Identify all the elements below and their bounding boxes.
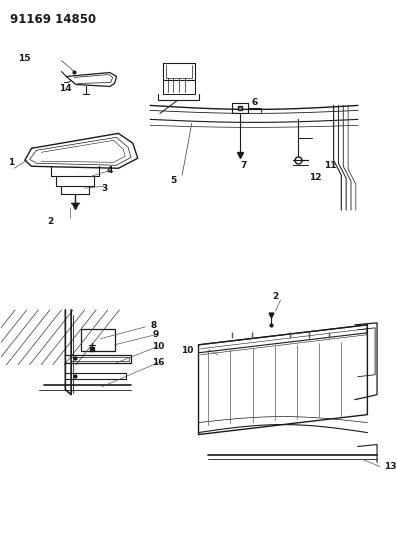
Text: 16: 16 [152, 358, 165, 367]
Text: 5: 5 [171, 176, 177, 185]
Text: 6: 6 [252, 98, 258, 107]
Text: 8: 8 [150, 321, 156, 330]
Text: 91169 14850: 91169 14850 [10, 13, 96, 26]
Text: 9: 9 [152, 330, 158, 340]
Text: 2: 2 [47, 216, 53, 225]
Text: 13: 13 [384, 462, 396, 471]
Text: 10: 10 [181, 346, 194, 356]
Text: 14: 14 [59, 84, 71, 93]
Text: 15: 15 [18, 54, 31, 63]
Text: 7: 7 [240, 161, 247, 170]
Text: 1: 1 [8, 158, 15, 167]
Text: 2: 2 [273, 293, 279, 302]
Text: 12: 12 [310, 173, 322, 182]
Text: 4: 4 [107, 166, 113, 175]
Text: 3: 3 [101, 184, 107, 193]
Text: 11: 11 [324, 161, 337, 170]
Bar [81, 329, 115, 351]
Text: 10: 10 [152, 342, 165, 351]
